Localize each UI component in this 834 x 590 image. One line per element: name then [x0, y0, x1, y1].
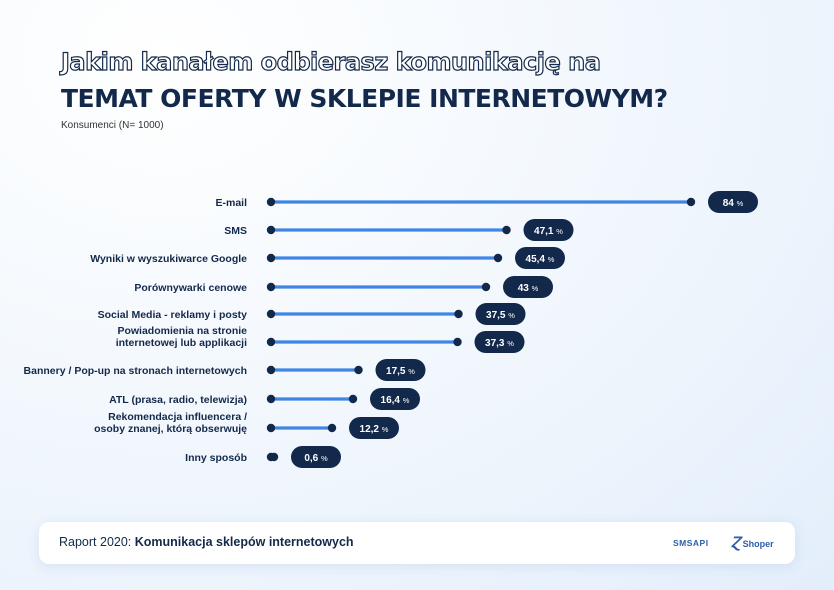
bar-start-dot: [266, 225, 276, 235]
value-unit: %: [532, 284, 539, 293]
value-pill: [515, 247, 565, 269]
category-label: Social Media - reklamy i posty: [98, 309, 248, 321]
value-unit: %: [408, 367, 415, 376]
category-label-line: SMS: [224, 225, 247, 237]
category-label: Rekomendacja influencera / osoby znanej, …: [94, 411, 247, 435]
bar-end-dot: [454, 309, 463, 319]
bar-end-dot: [327, 423, 337, 433]
category-label-line: Rekomendacja influencera /: [108, 411, 247, 423]
category-label: SMS: [224, 225, 247, 237]
bar-start-dot: [266, 282, 276, 292]
category-label: Powiadomienia na stronie internetowej lub…: [116, 325, 247, 349]
category-label-line: ATL (prasa, radio, telewizja): [109, 394, 247, 406]
bar-end-dot: [354, 365, 363, 375]
bar-end-dot: [269, 452, 279, 462]
value-pill: [474, 331, 525, 353]
value-unit: %: [507, 339, 514, 348]
value-label: 12,2 %: [360, 424, 389, 435]
value-label: 37,5 %: [486, 310, 515, 321]
value-pill: [370, 388, 420, 410]
value-pill: [475, 303, 526, 325]
value-label: 16,4 %: [381, 395, 410, 406]
bar-end-dot: [481, 282, 491, 292]
category-label: E-mail: [215, 197, 247, 209]
chart-title-line-2: TEMAT OFERTY W SKLEPIE INTERNETOWYM?: [61, 84, 668, 113]
bar-chart: E-mail 84 % SMS 47,1 % Wyniki w wyszukiwarce…: [24, 191, 758, 468]
value-label: 45,4 %: [526, 254, 555, 265]
category-label-line: internetowej lub applikacji: [116, 337, 247, 349]
category-label-line: Porównywarki cenowe: [134, 282, 247, 294]
category-label: ATL (prasa, radio, telewizja): [109, 394, 247, 406]
footer-card: Raport 2020: Komunikacja sklepów interne…: [39, 522, 795, 564]
value-pill: [523, 219, 574, 241]
value-unit: %: [737, 199, 744, 208]
value-pill: [349, 417, 399, 439]
bar-end-dot: [686, 197, 696, 207]
category-label-line: Bannery / Pop-up na stronach internetowy…: [24, 365, 247, 377]
chart-subtitle: Konsumenci (N= 1000): [61, 120, 164, 131]
value-unit: %: [548, 255, 555, 264]
report-name: Komunikacja sklepów internetowych: [134, 535, 354, 549]
category-label: Porównywarki cenowe: [134, 282, 247, 294]
shoper-logo-text: Shoper: [742, 539, 774, 549]
value-unit: %: [321, 454, 328, 463]
value-pill: [291, 446, 341, 468]
category-label-line: Inny sposób: [185, 452, 247, 464]
category-label-line: Powiadomienia na stronie: [117, 325, 247, 337]
category-label-line: Wyniki w wyszukiwarce Google: [90, 253, 247, 265]
value-unit: %: [556, 227, 563, 236]
bar-start-dot: [266, 253, 276, 263]
value-label: 0,6 %: [304, 453, 328, 464]
smsapi-logo: SMSAPI: [673, 538, 709, 548]
bar-end-dot: [502, 225, 511, 235]
value-pill: [503, 276, 553, 298]
bar-start-dot: [266, 394, 276, 404]
value-unit: %: [382, 425, 389, 434]
shoper-logo-mark-icon: Ɀ: [731, 534, 741, 550]
chart-title-line-1: Jakim kanałem odbierasz komunikację na: [60, 47, 601, 76]
report-prefix: Raport 2020:: [59, 535, 135, 549]
category-label: Bannery / Pop-up na stronach internetowy…: [24, 365, 247, 377]
value-label: 37,3 %: [485, 338, 514, 349]
bar-start-dot: [266, 337, 276, 347]
value-label: 17,5 %: [386, 366, 415, 377]
category-label: Inny sposób: [185, 452, 247, 464]
bar-end-dot: [453, 337, 462, 347]
category-label-line: E-mail: [215, 197, 247, 209]
category-label: Wyniki w wyszukiwarce Google: [90, 253, 247, 265]
shoper-logo: Ɀ Shoper: [731, 534, 774, 551]
value-pill: [375, 359, 426, 381]
value-unit: %: [403, 396, 410, 405]
bar-start-dot: [266, 197, 276, 207]
bar-start-dot: [266, 309, 276, 319]
value-pill: [708, 191, 758, 213]
report-title: Raport 2020: Komunikacja sklepów interne…: [59, 535, 354, 549]
value-label: 43 %: [518, 283, 539, 294]
value-unit: %: [508, 311, 515, 320]
bar-start-dot: [266, 423, 276, 433]
bar-start-dot: [266, 365, 276, 375]
value-label: 47,1 %: [534, 226, 563, 237]
value-label: 84 %: [723, 198, 744, 209]
category-label-line: Social Media - reklamy i posty: [98, 309, 248, 321]
category-label-line: osoby znanej, którą obserwuję: [94, 423, 247, 435]
bar-end-dot: [348, 394, 358, 404]
bar-end-dot: [493, 253, 503, 263]
